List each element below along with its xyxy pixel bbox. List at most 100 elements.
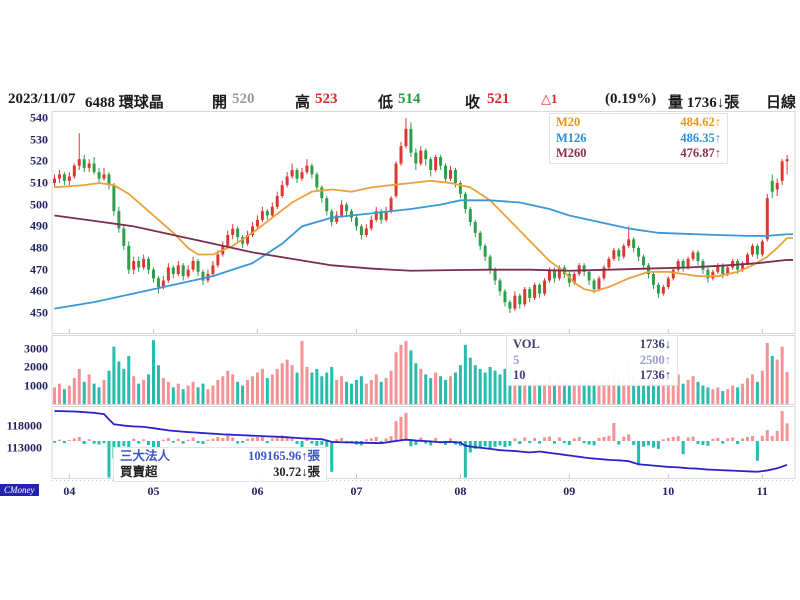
candle-body [171,267,175,275]
candle-body [404,128,408,147]
candle-body [676,261,680,270]
volume-bar [142,379,146,404]
vol-legend-row: VOL 1736↓ [513,337,671,353]
net-flow-bar [562,441,566,444]
volume-bar [122,368,126,404]
vol-legend-label: 5 [513,352,520,367]
volume-bar [528,383,532,404]
net-flow-bar [364,439,368,441]
vol-legend-row: 10 1736↑ [513,368,671,384]
price-tick-label: 530 [30,132,48,147]
vol-legend-value: 1736↓ [639,337,671,351]
net-flow-bar [557,437,561,441]
volume-bar [572,383,576,404]
net-flow-bar [132,438,136,441]
candle-body [523,289,527,305]
net-flow-bar [107,441,111,478]
net-flow-bar [384,438,388,441]
net-flow-bar [533,437,537,441]
net-flow-bar [656,441,660,449]
ma126-line [54,199,793,310]
net-flow-bar [538,441,542,444]
net-flow-bar [726,438,730,441]
volume-bar [107,370,111,404]
candle-body [67,176,71,181]
candle-body [374,211,378,220]
candle-body [369,219,373,229]
candle-body [666,278,670,288]
candle-body [533,284,537,298]
net-flow-bar [166,437,170,441]
candle-body [508,302,512,309]
candle-body [439,157,443,166]
candle-body [335,215,339,223]
volume-bar [523,378,527,404]
candle-body [582,265,586,272]
volume-bar [612,370,616,404]
volume-bar [478,368,482,404]
candle-body [102,174,106,179]
volume-bar [325,372,329,404]
volume-panel[interactable] [51,335,796,405]
price-panel[interactable] [51,111,796,334]
volume-tick-label: 1000 [24,378,48,392]
volume-bar [57,383,61,404]
volume-bar [335,379,339,404]
candle-body [434,157,438,171]
volume-bar [548,376,551,404]
candle-body [468,209,472,223]
month-label: 05 [147,484,160,498]
volume-bar [513,376,517,404]
volume-bar [176,383,180,404]
candle-body [627,239,631,246]
ma260-line [54,214,793,272]
candle-body [424,150,428,160]
volume-bar [775,359,779,404]
net-flow-bar [295,441,299,445]
flow-legend-row: 買賣超 30.72↓張 [120,465,320,481]
price-tick-label: 510 [30,175,48,190]
net-flow-bar [142,439,146,441]
volume-bar [666,381,670,404]
volume-bar [741,383,745,404]
candle-body [651,274,655,285]
net-flow-bar [760,435,764,441]
net-flow-bar [320,441,324,445]
net-flow-bar [488,441,492,449]
volume-bar [394,352,398,404]
net-flow-bar [508,441,512,446]
net-flow-bar [275,436,279,441]
candle-body [785,159,789,162]
ma-legend: M20 484.62↑ M126 486.35↑ M260 476.87↑ [549,113,728,164]
volume-bar [275,368,279,404]
stock-code-name: 6488 環球晶 [85,95,164,111]
volume-bar [236,381,240,404]
candle-body [701,261,705,270]
volume-bar [622,374,626,404]
ma-legend-row: M126 486.35↑ [556,131,721,147]
candle-body [750,245,754,255]
volume-bar [384,378,388,404]
net-flow-bar [434,437,438,441]
ma-legend-label: M20 [556,115,581,129]
volume-bar [102,379,106,404]
period-selector[interactable]: 日線 [766,95,797,111]
net-flow-bar [414,441,418,445]
candle-body [696,252,700,262]
net-flow-bar [102,441,106,444]
net-flow-bar [201,441,205,445]
volume-bar [191,381,195,404]
net-flow-bar [265,441,269,444]
net-flow-bar [221,437,225,441]
net-flow-bar [681,441,685,455]
candle-body [127,245,131,270]
flow-panel[interactable] [51,406,796,479]
volume-bar [285,359,289,404]
net-flow-bar [661,439,665,441]
candle-body [290,170,294,177]
candle-body [429,159,433,171]
volume-bar [760,370,764,404]
ma-legend-row: M20 484.62↑ [556,115,721,131]
candle-body [345,204,349,212]
